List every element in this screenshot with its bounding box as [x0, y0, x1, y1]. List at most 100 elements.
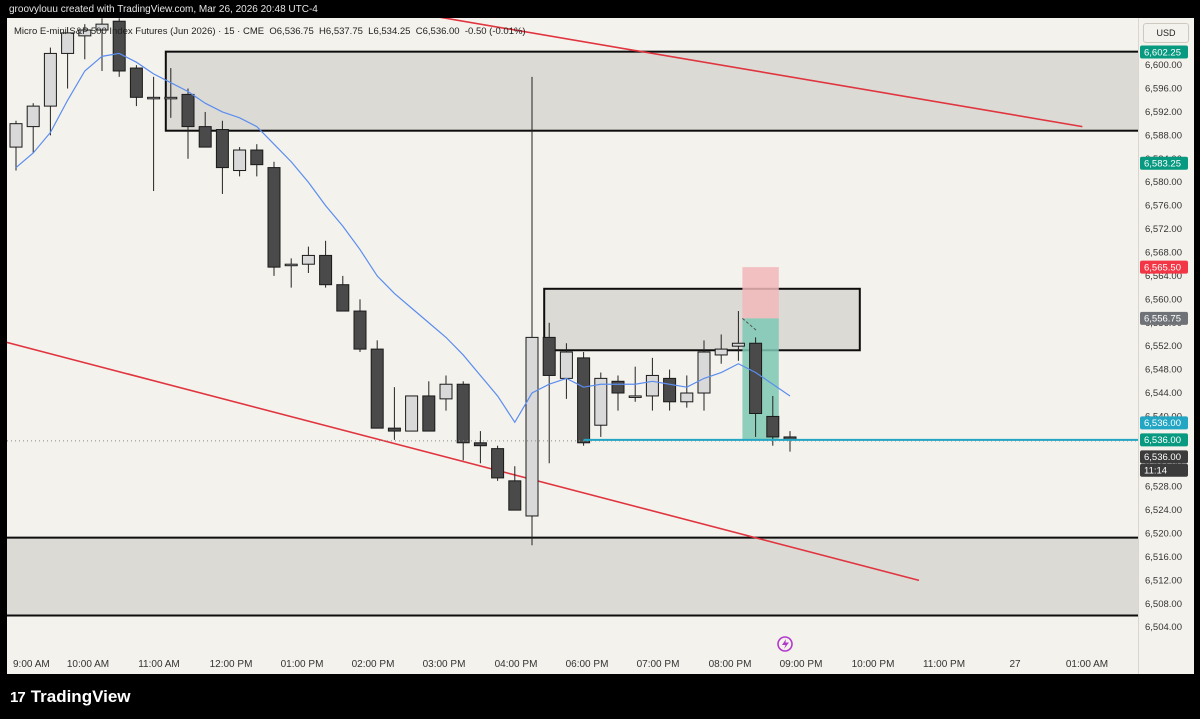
- price-badge-bg: [1140, 433, 1188, 447]
- badge-countdown: 11:14: [1140, 463, 1188, 477]
- trendlines-layer: [7, 18, 1083, 582]
- candle-body: [301, 254, 315, 265]
- candle-body: [26, 105, 40, 128]
- candle-body: [663, 377, 677, 403]
- time-axis-label: 27: [1009, 659, 1021, 670]
- price-tick-label: 6,504.00: [1145, 622, 1182, 633]
- badge-6536-b: 6,536.00: [1140, 433, 1188, 447]
- candle: [353, 299, 367, 353]
- price-tick-label: 6,552.00: [1145, 341, 1182, 352]
- time-axis-labels: 9:00 AM 10:00 AM 11:00 AM 12:00 PM 01:00 PM 0…: [13, 659, 1108, 670]
- candle: [181, 88, 195, 159]
- price-badge-label: 6,602.25: [1144, 47, 1181, 58]
- symbol-legend[interactable]: Micro E-mini S&P 500 Index Futures (Jun …: [14, 26, 526, 37]
- candle-body: [78, 29, 92, 37]
- price-badge-bg: [1140, 416, 1188, 430]
- candle: [95, 18, 109, 71]
- candle-body: [714, 348, 728, 356]
- candle: [749, 337, 763, 437]
- candle-body: [749, 342, 763, 415]
- candle: [26, 103, 40, 153]
- alert-bolt: [782, 639, 789, 649]
- time-axis-label: 04:00 PM: [495, 659, 538, 670]
- candle: [267, 161, 281, 276]
- moving-average-layer: [15, 52, 791, 424]
- time-axis-label: 9:00 AM: [13, 659, 50, 670]
- candle: [508, 466, 522, 511]
- time-axis-label: 06:00 PM: [566, 659, 609, 670]
- candle-body: [387, 427, 401, 432]
- candle: [525, 76, 539, 546]
- candle: [61, 27, 75, 89]
- candle: [78, 24, 92, 60]
- price-badge-label: 6,536.00: [1144, 452, 1181, 463]
- candle-body: [9, 123, 23, 148]
- currency-button[interactable]: USD: [1143, 23, 1189, 43]
- price-tick-label: 6,588.00: [1145, 130, 1182, 141]
- candle-body: [198, 126, 212, 148]
- high-label: H: [319, 26, 326, 37]
- candle-body: [164, 96, 178, 100]
- price-badge-label: 6,583.25: [1144, 159, 1181, 170]
- candle-body: [319, 254, 333, 286]
- candle: [456, 381, 470, 461]
- candle: [783, 431, 797, 452]
- time-axis-label: 10:00 AM: [67, 659, 109, 670]
- price-badge-bg: [1140, 311, 1188, 325]
- price-badge-bg: [1140, 45, 1188, 59]
- open-label: O: [269, 26, 277, 37]
- mid-supply-zone: [543, 287, 861, 352]
- candle: [233, 147, 247, 177]
- candle-body: [233, 149, 247, 172]
- price-tick-label: 6,592.00: [1145, 107, 1182, 118]
- candle-body: [61, 32, 75, 54]
- time-axis-label: 10:00 PM: [852, 659, 895, 670]
- candle-body: [473, 442, 487, 447]
- candle-body: [559, 351, 573, 379]
- candle: [611, 375, 625, 411]
- candle: [319, 240, 333, 288]
- candle-body: [181, 93, 195, 128]
- price-axis[interactable]: [1138, 18, 1194, 674]
- lower-demand-zone: [7, 536, 1138, 617]
- candle: [405, 395, 419, 432]
- candle: [439, 375, 453, 411]
- candle-body: [611, 380, 625, 394]
- candle-body: [456, 383, 470, 444]
- candle: [284, 258, 298, 288]
- price-tick-label: 6,528.00: [1145, 482, 1182, 493]
- price-badge-bg: [1140, 463, 1188, 477]
- candle: [731, 311, 745, 361]
- zones-layer: [7, 50, 1138, 617]
- created-by-caption: groovylouu created with TradingView.com,…: [9, 4, 318, 15]
- price-tick-label: 6,600.00: [1145, 60, 1182, 71]
- candle-body: [525, 336, 539, 517]
- candle-body: [628, 395, 642, 398]
- badge-6565: 6,565.50: [1140, 260, 1188, 274]
- price-badge-label: 6,556.75: [1144, 314, 1181, 325]
- candle-body: [129, 67, 143, 98]
- time-axis-label: 03:00 PM: [423, 659, 466, 670]
- price-tick-label: 6,524.00: [1145, 505, 1182, 516]
- candle: [559, 343, 573, 399]
- upper-supply-zone: [164, 50, 1138, 132]
- candle: [215, 120, 229, 194]
- candle: [766, 395, 780, 446]
- price-tick-label: 6,560.00: [1145, 294, 1182, 305]
- price-tick-label: 6,508.00: [1145, 599, 1182, 610]
- badge-6536-c: 6,536.00: [1140, 450, 1188, 464]
- time-axis-label: 02:00 PM: [352, 659, 395, 670]
- upper-trendline: [439, 18, 1083, 128]
- time-axis-label: 01:00 AM: [1066, 659, 1108, 670]
- tradingview-logo[interactable]: 17 TradingView: [10, 687, 131, 707]
- candle: [43, 47, 57, 136]
- time-axis-label: 11:00 PM: [923, 659, 965, 670]
- time-axis-label: 11:00 AM: [138, 659, 180, 670]
- candle: [147, 76, 161, 192]
- time-axis-label: 07:00 PM: [637, 659, 680, 670]
- entry-dash: [742, 317, 757, 331]
- candle: [663, 369, 677, 411]
- badge-6556: 6,556.75: [1140, 311, 1188, 325]
